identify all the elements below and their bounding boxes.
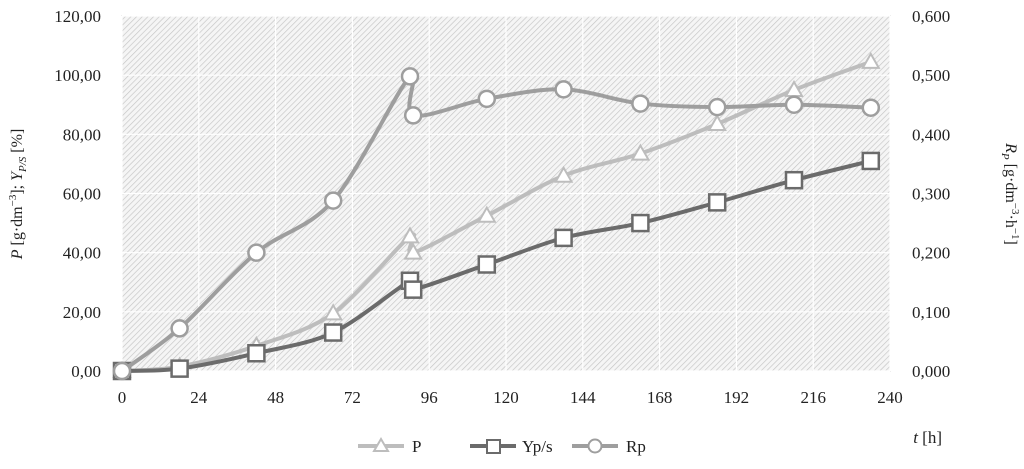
data-point bbox=[247, 243, 266, 262]
legend: P Yp/s Rp bbox=[358, 437, 646, 456]
y-right-tick-label: 0,300 bbox=[912, 185, 950, 204]
y-right-tick-label: 0,000 bbox=[912, 362, 950, 381]
x-tick-labels: 0 24 48 72 96 120 144 168 192 216 240 bbox=[118, 388, 903, 407]
x-tick-label: 216 bbox=[800, 388, 826, 407]
y-left-tick-label: 100,00 bbox=[54, 66, 101, 85]
y-left-tick-label: 60,00 bbox=[63, 185, 101, 204]
data-point bbox=[170, 319, 189, 338]
data-point bbox=[247, 344, 266, 363]
y-right-tick-labels: 0,000 0,100 0,200 0,300 0,400 0,500 0,600 bbox=[912, 7, 950, 381]
y-left-tick-label: 20,00 bbox=[63, 303, 101, 322]
y-right-axis-label: RP [g·dm−3·h−1] bbox=[999, 142, 1021, 245]
data-point bbox=[707, 193, 727, 212]
data-point bbox=[784, 95, 804, 114]
legend-label-rp: Rp bbox=[626, 437, 646, 456]
x-tick-label: 72 bbox=[344, 388, 361, 407]
x-tick-label: 0 bbox=[118, 388, 127, 407]
series-layer bbox=[112, 51, 881, 381]
data-point bbox=[477, 89, 497, 109]
data-point bbox=[861, 51, 881, 69]
y-right-tick-label: 0,100 bbox=[912, 303, 950, 322]
legend-marker-yps bbox=[486, 439, 501, 454]
legend-label-yps: Yp/s bbox=[522, 437, 553, 456]
x-tick-label: 48 bbox=[267, 388, 284, 407]
data-point bbox=[477, 255, 497, 274]
data-point bbox=[861, 151, 881, 171]
legend-marker-p bbox=[372, 437, 390, 452]
y-right-tick-label: 0,600 bbox=[912, 7, 950, 26]
y-right-tick-label: 0,200 bbox=[912, 244, 950, 263]
series-rp bbox=[112, 67, 881, 381]
y-left-tick-label: 120,00 bbox=[54, 7, 101, 26]
legend-item-rp: Rp bbox=[572, 437, 646, 456]
y-right-tick-label: 0,400 bbox=[912, 125, 950, 144]
x-tick-label: 240 bbox=[877, 388, 903, 407]
y-left-tick-labels: 0,00 20,00 40,00 60,00 80,00 100,00 120,00 bbox=[54, 7, 101, 381]
data-point bbox=[553, 165, 574, 183]
data-point bbox=[403, 242, 423, 260]
x-axis-label: t [h] bbox=[913, 428, 942, 447]
data-point bbox=[477, 205, 497, 223]
data-point bbox=[403, 280, 423, 299]
data-point bbox=[323, 303, 343, 321]
x-tick-label: 96 bbox=[421, 388, 438, 407]
x-tick-label: 24 bbox=[190, 388, 208, 407]
y-left-tick-label: 80,00 bbox=[63, 125, 101, 144]
data-point bbox=[403, 106, 423, 125]
x-tick-label: 168 bbox=[647, 388, 673, 407]
data-point bbox=[323, 323, 343, 342]
legend-label-p: P bbox=[412, 437, 421, 456]
legend-item-yps: Yp/s bbox=[470, 437, 553, 456]
data-point bbox=[630, 143, 651, 161]
data-point bbox=[112, 361, 132, 381]
legend-marker-rp bbox=[587, 438, 603, 454]
y-left-tick-label: 40,00 bbox=[63, 244, 101, 263]
data-point bbox=[323, 191, 343, 210]
y-left-tick-label: 0,00 bbox=[71, 362, 101, 381]
data-point bbox=[400, 226, 420, 244]
x-tick-label: 144 bbox=[570, 388, 596, 407]
data-point bbox=[784, 170, 804, 190]
data-point bbox=[631, 213, 650, 233]
data-point bbox=[861, 98, 881, 117]
x-tick-label: 120 bbox=[493, 388, 519, 407]
data-point bbox=[400, 67, 420, 86]
data-point bbox=[554, 80, 573, 99]
legend-item-p: P bbox=[358, 437, 421, 456]
data-point bbox=[707, 113, 727, 131]
y-right-tick-label: 0,500 bbox=[912, 66, 950, 85]
data-point bbox=[631, 94, 650, 113]
data-point bbox=[707, 97, 727, 117]
y-left-axis-label: P [g·dm−3]; YP/S [%] bbox=[7, 129, 29, 261]
data-point bbox=[554, 228, 573, 248]
x-tick-label: 192 bbox=[724, 388, 750, 407]
data-point bbox=[170, 359, 189, 378]
